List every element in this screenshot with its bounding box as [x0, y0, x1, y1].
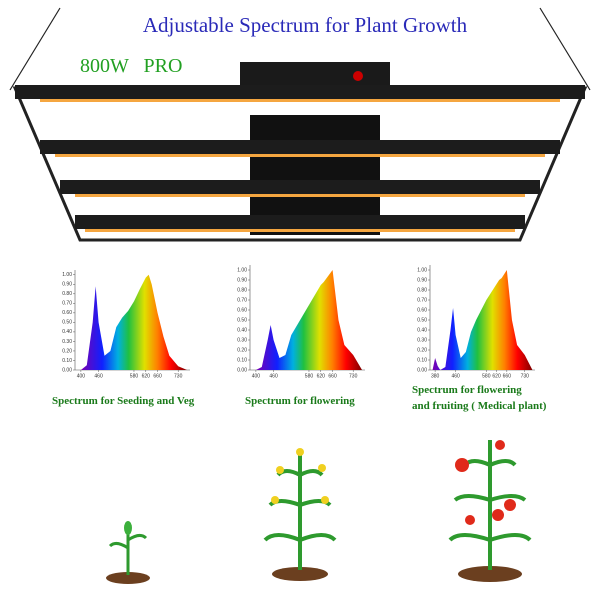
- y-tick-label: 0.20: [62, 348, 72, 354]
- x-tick-label: 730: [349, 373, 358, 379]
- y-tick-label: 0.50: [417, 317, 427, 323]
- x-tick-label: 460: [94, 373, 103, 379]
- y-tick-label: 0.50: [237, 317, 247, 323]
- y-tick-label: 0.10: [237, 357, 247, 363]
- x-tick-label: 580: [482, 373, 491, 379]
- y-tick-label: 0.40: [417, 327, 427, 333]
- y-tick-label: 0.60: [237, 307, 247, 313]
- title: Adjustable Spectrum for Plant Growth: [143, 13, 468, 37]
- y-tick-label: 0.70: [417, 297, 427, 303]
- x-tick-label: 660: [328, 373, 337, 379]
- caption: Spectrum for Seeding and Veg: [52, 395, 195, 407]
- y-tick-label: 0.90: [417, 277, 427, 283]
- badge: 800W PRO: [80, 55, 182, 77]
- x-tick-label: 730: [174, 373, 183, 379]
- x-tick-label: 660: [503, 373, 512, 379]
- plants: [106, 440, 532, 584]
- y-tick-label: 0.90: [237, 277, 247, 283]
- y-tick-label: 0.70: [237, 297, 247, 303]
- y-tick-label: 0.30: [417, 337, 427, 343]
- x-tick-label: 620: [317, 373, 326, 379]
- y-tick-label: 0.00: [417, 367, 427, 373]
- caption: Spectrum for flowering: [245, 395, 355, 407]
- y-tick-label: 0.20: [417, 347, 427, 353]
- y-tick-label: 0.70: [62, 301, 72, 307]
- x-tick-label: 400: [252, 373, 261, 379]
- y-tick-label: 0.30: [237, 337, 247, 343]
- y-tick-label: 1.00: [237, 267, 247, 273]
- x-tick-label: 400: [77, 373, 86, 379]
- x-tick-label: 620: [492, 373, 501, 379]
- y-tick-label: 0.20: [237, 347, 247, 353]
- y-tick-label: 0.30: [62, 339, 72, 345]
- y-tick-label: 0.10: [62, 358, 72, 364]
- x-tick-label: 580: [130, 373, 139, 379]
- x-tick-label: 460: [451, 373, 460, 379]
- y-tick-label: 1.00: [62, 272, 72, 278]
- y-tick-label: 0.60: [62, 310, 72, 316]
- y-tick-label: 0.80: [417, 287, 427, 293]
- x-tick-label: 460: [269, 373, 278, 379]
- y-tick-label: 0.80: [237, 287, 247, 293]
- y-tick-label: 0.60: [417, 307, 427, 313]
- x-tick-label: 660: [153, 373, 162, 379]
- y-tick-label: 0.10: [417, 357, 427, 363]
- spectrum-area: [255, 270, 363, 370]
- y-tick-label: 0.00: [62, 367, 72, 373]
- y-tick-label: 0.40: [237, 327, 247, 333]
- y-tick-label: 0.90: [62, 282, 72, 288]
- x-tick-label: 580: [305, 373, 314, 379]
- y-tick-label: 1.00: [417, 267, 427, 273]
- caption: Spectrum for flowering: [412, 384, 522, 396]
- caption: and fruiting ( Medical plant): [412, 400, 547, 412]
- grow-light: [9, 7, 591, 242]
- y-tick-label: 0.80: [62, 291, 72, 297]
- x-tick-label: 620: [142, 373, 151, 379]
- y-tick-label: 0.00: [237, 367, 247, 373]
- x-tick-label: 380: [431, 373, 440, 379]
- x-tick-label: 730: [521, 373, 530, 379]
- spectrum-area: [80, 274, 188, 370]
- y-tick-label: 0.40: [62, 329, 72, 335]
- spectrum-area: [432, 270, 533, 370]
- y-tick-label: 0.50: [62, 320, 72, 326]
